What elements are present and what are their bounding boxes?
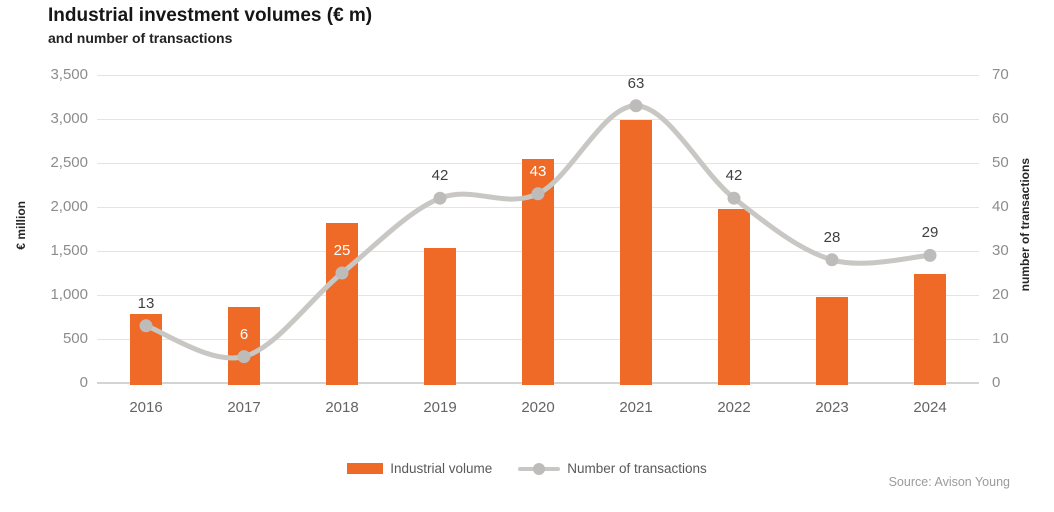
x-axis-label-2023: 2023 (815, 399, 849, 416)
legend-bar-swatch (347, 463, 384, 474)
legend-item-bar: Industrial volume (347, 461, 492, 476)
left-axis-tick-label: 1,500 (50, 242, 88, 259)
bar-2022 (718, 208, 750, 385)
bar-2019 (424, 248, 456, 385)
left-axis-tick-label: 3,500 (50, 66, 88, 83)
line-point-2022 (727, 191, 741, 205)
right-axis-tick-label: 60 (992, 110, 1009, 127)
right-axis-tick-label: 70 (992, 66, 1009, 83)
x-axis-label-2016: 2016 (129, 399, 163, 416)
left-axis-tick-label: 2,500 (50, 154, 88, 171)
bar-2023 (816, 296, 848, 385)
bar-2020 (522, 158, 554, 385)
right-axis-tick-label: 40 (992, 198, 1009, 215)
left-axis-tick-label: 500 (62, 330, 88, 347)
gridline-3,500 (97, 75, 979, 76)
legend-label: Industrial volume (390, 461, 493, 476)
right-axis-tick-label: 0 (992, 374, 1001, 391)
left-axis-tick-label: 3,000 (50, 110, 88, 127)
point-label-2024: 29 (921, 224, 939, 242)
x-axis-label-2021: 2021 (619, 399, 653, 416)
point-label-2020: 43 (529, 162, 547, 180)
left-axis-tick-label: 2,000 (50, 198, 88, 215)
right-axis-tick-label: 20 (992, 286, 1009, 303)
x-axis-label-2024: 2024 (913, 399, 947, 416)
legend-item-line: Number of transactions (518, 461, 707, 476)
left-axis-tick-label: 1,000 (50, 286, 88, 303)
x-axis-label-2018: 2018 (325, 399, 359, 416)
point-label-2022: 42 (725, 167, 743, 185)
legend-label: Number of transactions (567, 461, 707, 476)
chart-subtitle: and number of transactions (48, 30, 233, 46)
legend-line-marker (533, 463, 546, 475)
bar-2021 (620, 119, 652, 385)
point-label-2021: 63 (627, 74, 645, 92)
point-label-2016: 13 (137, 294, 155, 312)
bar-2016 (130, 314, 162, 385)
x-axis-label-2020: 2020 (521, 399, 555, 416)
legend: Industrial volume Number of transactions (0, 461, 1054, 476)
chart-title: Industrial investment volumes (€ m) (48, 5, 373, 26)
point-label-2018: 25 (333, 242, 351, 259)
line-point-2021 (629, 99, 643, 113)
point-label-2023: 28 (823, 228, 841, 246)
legend-line-swatch (518, 462, 561, 475)
x-axis-label-2019: 2019 (423, 399, 457, 416)
point-label-2019: 42 (431, 167, 449, 185)
line-point-2023 (825, 253, 839, 267)
x-axis-label-2022: 2022 (717, 399, 751, 416)
bar-2017 (228, 307, 260, 385)
gridline-3,000 (97, 119, 979, 120)
left-axis-tick-label: 0 (79, 374, 88, 391)
bar-2024 (914, 273, 946, 385)
right-axis-tick-label: 10 (992, 330, 1009, 347)
right-axis-tick-label: 50 (992, 154, 1009, 171)
x-axis-label-2017: 2017 (227, 399, 261, 416)
line-point-2019 (433, 191, 447, 205)
point-label-2017: 6 (239, 325, 249, 343)
right-axis-tick-label: 30 (992, 242, 1009, 259)
source-note: Source: Avison Young (888, 475, 1010, 489)
